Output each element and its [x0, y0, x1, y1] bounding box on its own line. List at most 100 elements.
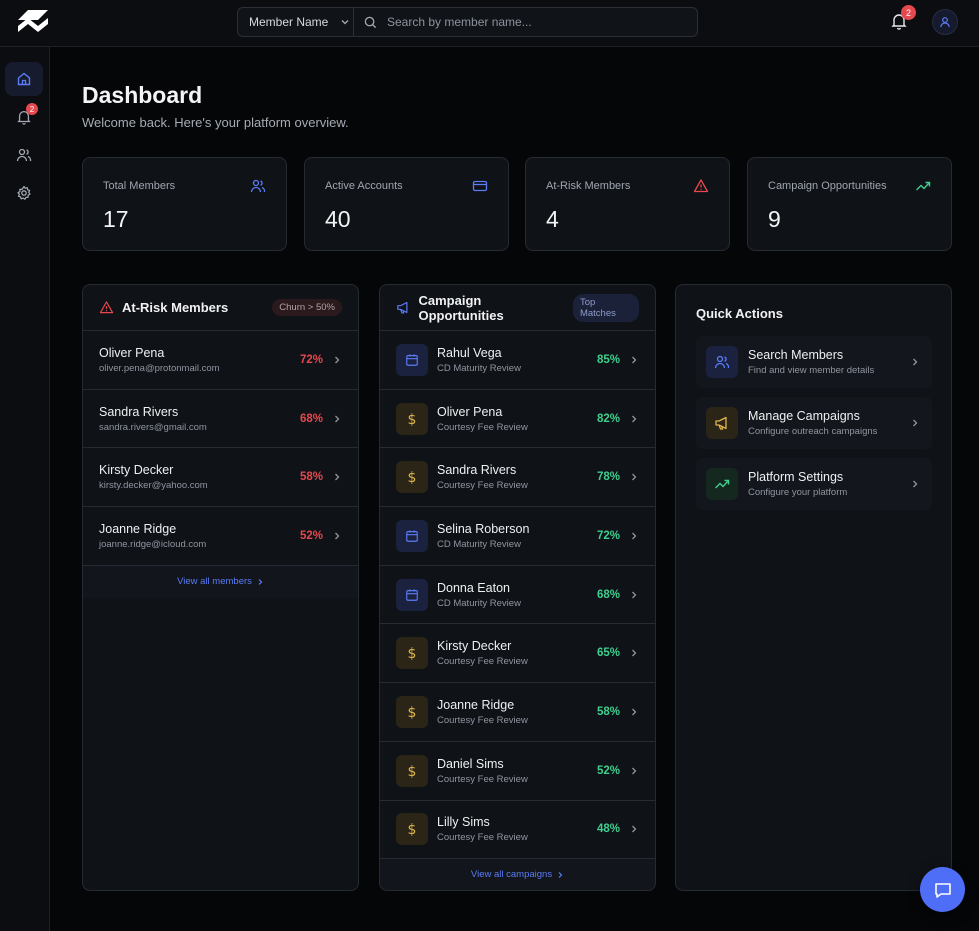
- view-all-campaigns-link[interactable]: View all campaigns: [380, 859, 655, 890]
- sidebar-item-members[interactable]: [5, 138, 43, 172]
- campaign-member-name: Selina Roberson: [437, 521, 530, 536]
- campaign-info: Oliver Pena Courtesy Fee Review: [437, 405, 528, 433]
- campaign-member-name: Sandra Rivers: [437, 463, 517, 478]
- member-email: sandra.rivers@gmail.com: [99, 421, 207, 433]
- logo-icon[interactable]: [16, 8, 50, 38]
- member-name: Joanne Ridge: [99, 521, 177, 536]
- svg-text:$: $: [408, 705, 417, 720]
- megaphone-icon: [397, 301, 408, 314]
- stat-card-at-risk-members: At-Risk Members 4: [525, 157, 730, 251]
- sidebar-notification-badge: 2: [26, 103, 38, 115]
- svg-text:$: $: [408, 470, 417, 485]
- sidebar-item-notifications[interactable]: [5, 100, 43, 134]
- campaign-info: Lilly Sims Courtesy Fee Review: [437, 815, 528, 843]
- member-name: Kirsty Decker: [99, 463, 174, 478]
- churn-pill: Churn > 50%: [272, 299, 342, 316]
- megaphone-icon: [706, 407, 738, 439]
- campaign-row[interactable]: $ Oliver Pena Courtesy Fee Review 82%: [380, 390, 655, 449]
- stat-label: At-Risk Members: [546, 180, 631, 192]
- gear-icon: [17, 185, 31, 200]
- member-name-dropdown[interactable]: Member Name: [238, 8, 354, 36]
- campaign-member-name: Lilly Sims: [437, 815, 490, 830]
- quick-action-manage-campaigns[interactable]: Manage Campaigns Configure outreach camp…: [696, 397, 932, 449]
- match-percent: 78%: [596, 471, 620, 484]
- campaign-row[interactable]: $ Lilly Sims Courtesy Fee Review 48%: [380, 801, 655, 860]
- sidebar-item-settings[interactable]: [5, 176, 43, 210]
- search-icon: [364, 16, 377, 28]
- sidebar: 2: [0, 47, 50, 931]
- stat-value: 9: [768, 206, 781, 232]
- chevron-right-icon: [335, 532, 340, 540]
- campaign-member-name: Rahul Vega: [437, 345, 502, 360]
- search-input[interactable]: Search by member name...: [354, 8, 697, 36]
- quick-action-platform-settings[interactable]: Platform Settings Configure your platfor…: [696, 458, 932, 510]
- users-icon: [250, 179, 266, 193]
- page-title: Dashboard: [82, 82, 203, 108]
- campaign-row[interactable]: $ Sandra Rivers Courtesy Fee Review 78%: [380, 448, 655, 508]
- match-percent: 52%: [596, 764, 620, 777]
- campaign-row[interactable]: $ Kirsty Decker Courtesy Fee Review 65%: [380, 624, 655, 684]
- credit-card-icon: [472, 180, 488, 192]
- view-all-members-link[interactable]: View all members: [83, 565, 358, 598]
- panel-title: Quick Actions: [696, 306, 783, 321]
- campaign-type: Courtesy Fee Review: [437, 656, 528, 668]
- member-info: Kirsty Decker kirsty.decker@yahoo.com: [99, 463, 208, 491]
- at-risk-member-row[interactable]: Kirsty Decker kirsty.decker@yahoo.com 58%: [83, 448, 358, 508]
- campaign-info: Rahul Vega CD Maturity Review: [437, 346, 521, 374]
- sidebar-item-home[interactable]: [5, 62, 43, 96]
- svg-text:$: $: [408, 646, 417, 661]
- quick-action-name: Platform Settings: [748, 470, 844, 484]
- campaign-row[interactable]: $ Daniel Sims Courtesy Fee Review 52%: [380, 742, 655, 801]
- chevron-right-icon: [632, 708, 637, 716]
- member-email: oliver.pena@protonmail.com: [99, 362, 220, 374]
- campaign-type: Courtesy Fee Review: [437, 421, 528, 433]
- campaign-row[interactable]: Selina Roberson CD Maturity Review 72%: [380, 507, 655, 566]
- dollar-icon: $: [396, 402, 428, 435]
- chevron-right-icon: [632, 825, 637, 833]
- campaign-type: Courtesy Fee Review: [437, 714, 528, 726]
- panel-header: Campaign Opportunities Top Matches: [380, 285, 655, 331]
- campaign-type: Courtesy Fee Review: [437, 832, 528, 844]
- campaign-row[interactable]: Rahul Vega CD Maturity Review 85%: [380, 331, 655, 390]
- avatar[interactable]: [932, 9, 958, 35]
- stat-card-active-accounts: Active Accounts 40: [304, 157, 509, 251]
- chevron-right-icon: [632, 356, 637, 364]
- at-risk-member-row[interactable]: Sandra Rivers sandra.rivers@gmail.com 68%: [83, 390, 358, 449]
- stat-label: Total Members: [103, 180, 176, 192]
- chevron-right-icon: [913, 419, 918, 427]
- view-all-members-label: View all members: [177, 576, 252, 588]
- match-percent: 48%: [596, 823, 620, 836]
- stat-label: Campaign Opportunities: [768, 180, 887, 192]
- member-name: Sandra Rivers: [99, 404, 179, 419]
- campaign-member-name: Oliver Pena: [437, 404, 503, 419]
- quick-action-search-members[interactable]: Search Members Find and view member deta…: [696, 336, 932, 388]
- campaign-info: Kirsty Decker Courtesy Fee Review: [437, 639, 528, 667]
- campaign-row[interactable]: Donna Eaton CD Maturity Review 68%: [380, 566, 655, 625]
- campaign-row[interactable]: $ Joanne Ridge Courtesy Fee Review 58%: [380, 683, 655, 742]
- member-email: kirsty.decker@yahoo.com: [99, 480, 208, 492]
- campaign-info: Selina Roberson CD Maturity Review: [437, 522, 529, 550]
- at-risk-member-row[interactable]: Joanne Ridge joanne.ridge@icloud.com 52%: [83, 507, 358, 566]
- campaign-info: Donna Eaton CD Maturity Review: [437, 581, 521, 609]
- quick-action-name: Manage Campaigns: [748, 409, 860, 423]
- search-group: Member Name Search by member name...: [237, 7, 698, 37]
- campaign-opportunities-panel: Campaign Opportunities Top Matches Rahul…: [379, 284, 656, 891]
- search-placeholder: Search by member name...: [387, 15, 532, 29]
- member-info: Sandra Rivers sandra.rivers@gmail.com: [99, 405, 207, 433]
- chevron-right-icon: [335, 415, 340, 422]
- svg-text:$: $: [408, 764, 417, 779]
- stat-card-campaign-opportunities: Campaign Opportunities 9: [747, 157, 952, 251]
- chevron-right-icon: [632, 591, 637, 599]
- campaign-member-name: Donna Eaton: [437, 580, 510, 595]
- match-percent: 85%: [596, 353, 620, 366]
- at-risk-member-row[interactable]: Oliver Pena oliver.pena@protonmail.com 72%: [83, 331, 358, 390]
- chevron-right-icon: [632, 767, 637, 775]
- chevron-right-icon: [335, 473, 340, 481]
- dollar-icon: $: [396, 813, 428, 846]
- chat-button[interactable]: [920, 867, 965, 912]
- churn-percent: 52%: [299, 529, 323, 542]
- campaign-type: CD Maturity Review: [437, 597, 521, 609]
- chevron-right-icon: [632, 415, 637, 422]
- top-matches-pill: Top Matches: [572, 293, 639, 322]
- churn-percent: 68%: [299, 412, 323, 425]
